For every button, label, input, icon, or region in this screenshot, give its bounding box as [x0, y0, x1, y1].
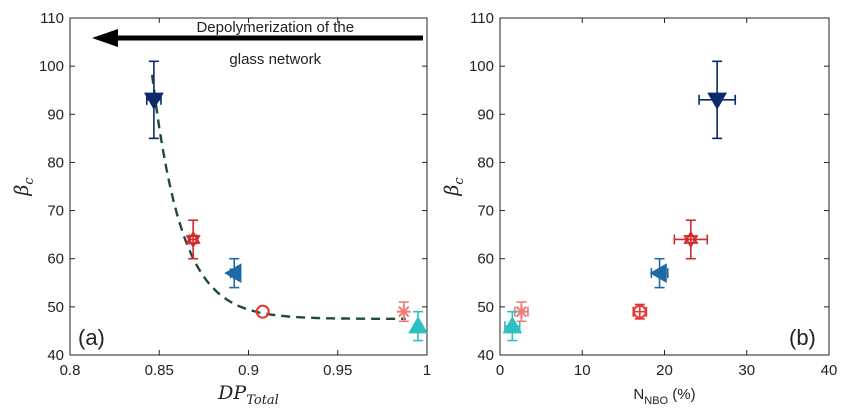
y-tick-label: 50	[47, 299, 64, 316]
triangle-left-marker	[224, 263, 242, 284]
x-tick-label: 0.95	[323, 362, 352, 379]
panel-label: (a)	[78, 325, 105, 350]
x-tick-label: 0.9	[238, 362, 259, 379]
panel-b: 40 50 60 70 80 90 100 110 0 10 20 30 40 (b) NNBO (%) βc	[441, 10, 837, 407]
hexagram-marker	[683, 230, 699, 249]
annotation-line-1: Depolymerization of the	[196, 19, 354, 36]
x-tick-label: 0.8	[60, 362, 81, 379]
circle-open-marker	[255, 304, 270, 319]
plot-area	[69, 17, 428, 356]
x-tick-label: 10	[574, 362, 591, 379]
y-tick-label: 90	[47, 106, 64, 123]
data-point	[698, 60, 737, 140]
y-tick-label: 90	[477, 106, 494, 123]
x-tick-label: 40	[821, 362, 838, 379]
plot-area	[499, 17, 830, 356]
annotation-line-2: glass network	[229, 51, 321, 68]
y-tick-label: 70	[477, 203, 494, 220]
x-tick-label: 0.85	[145, 362, 174, 379]
data-point	[502, 310, 523, 342]
y-tick-label: 100	[39, 58, 64, 75]
x-tick-label: 1	[423, 362, 431, 379]
asterisk-marker	[396, 304, 411, 319]
y-tick-label: 80	[47, 154, 64, 171]
y-tick-label: 110	[40, 10, 64, 27]
fit-curve	[150, 74, 406, 320]
y-axis-label: βc	[441, 177, 467, 197]
x-tick-label: 0	[496, 362, 504, 379]
y-tick-label: 40	[477, 347, 494, 364]
data-point	[144, 60, 164, 140]
x-axis-label: NNBO (%)	[633, 386, 695, 407]
panel-a: 40 50 60 70 80 90 100 110 0.8 0.85 0.9 0.95 1 Depolym…	[11, 10, 431, 408]
triangle-down-marker	[144, 92, 164, 110]
y-tick-label: 40	[47, 347, 64, 364]
y-tick-label: 50	[477, 299, 494, 316]
x-axis-label: DPTotal	[217, 382, 279, 408]
triangle-down-marker	[707, 92, 728, 110]
triangle-up-marker	[502, 316, 523, 334]
triangle-up-marker	[408, 316, 428, 334]
data-point	[408, 310, 428, 342]
data-point	[673, 219, 709, 260]
y-tick-label: 60	[47, 251, 64, 268]
data-point	[396, 301, 411, 323]
data-point	[185, 219, 201, 260]
y-tick-label: 80	[477, 154, 494, 171]
hexagram-marker	[185, 230, 201, 249]
y-axis-label: βc	[11, 177, 37, 197]
data-point	[255, 304, 270, 319]
x-tick-label: 30	[738, 362, 755, 379]
y-tick-label: 70	[47, 203, 64, 220]
y-tick-label: 110	[470, 10, 494, 27]
y-tick-label: 100	[469, 58, 494, 75]
triangle-left-marker	[649, 263, 667, 284]
circle-open-marker	[632, 304, 647, 319]
panel-label: (b)	[789, 325, 816, 350]
data-point	[649, 257, 669, 289]
y-tick-label: 60	[477, 251, 494, 268]
data-point	[632, 303, 648, 320]
depolymerization-arrow-head	[92, 29, 118, 47]
x-tick-label: 20	[656, 362, 673, 379]
data-point	[224, 257, 242, 289]
